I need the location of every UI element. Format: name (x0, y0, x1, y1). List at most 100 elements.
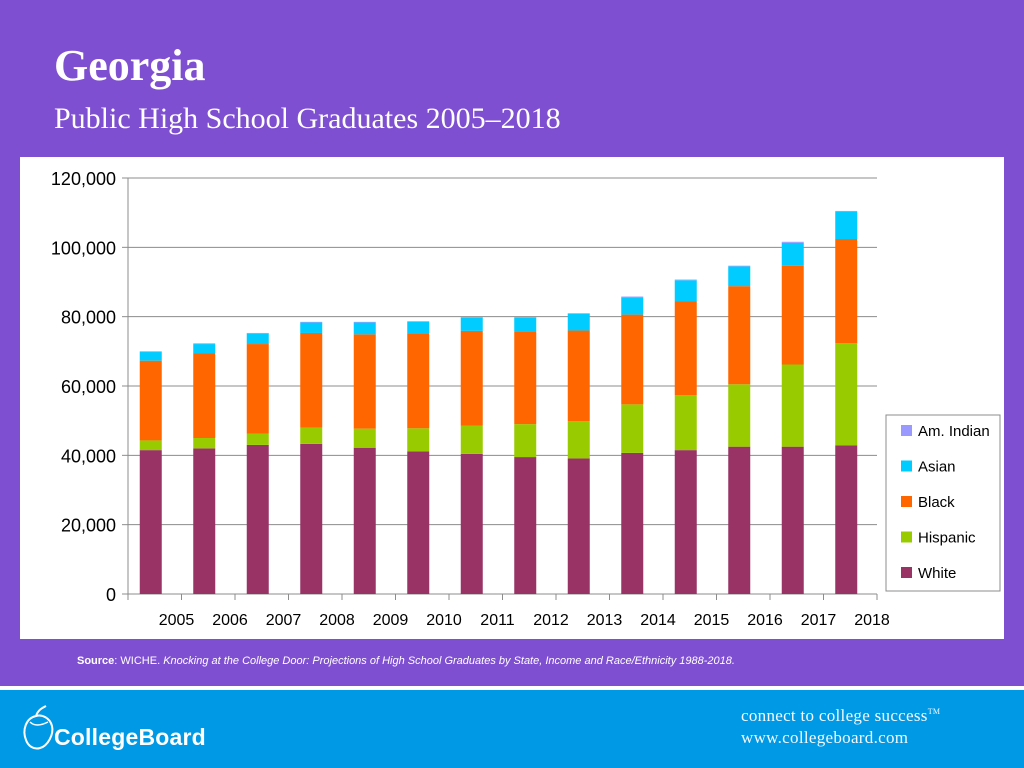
bar-white-2009 (353, 447, 376, 594)
bar-white-2016 (728, 446, 751, 594)
chart-panel: 0 20,000 40,000 60,000 80,000 100,000 120,000 2… (20, 157, 1004, 639)
bar-hispanic-2011 (460, 425, 483, 454)
legend-label: Hispanic (918, 530, 976, 547)
x-tick-label: 2016 (747, 612, 783, 629)
source-note: Source: WICHE. Knocking at the College D… (77, 655, 735, 667)
bar-hispanic-2005 (139, 440, 162, 451)
bar-hispanic-2012 (514, 424, 537, 458)
legend-label: White (918, 565, 956, 582)
legend-label: Asian (918, 459, 956, 476)
tagline: connect to college successTM www.college… (741, 705, 940, 749)
collegeboard-logo: CollegeBoard (20, 700, 220, 756)
x-tick-label: 2014 (640, 612, 676, 629)
y-tick-label: 20,000 (61, 516, 116, 536)
bar-hispanic-2010 (407, 428, 430, 452)
bar-am-indian-2006 (193, 343, 216, 345)
footer-divider (0, 686, 1024, 690)
bar-white-2010 (407, 451, 430, 594)
bar-black-2017 (781, 265, 804, 365)
bar-white-2007 (246, 444, 269, 594)
bar-white-2005 (139, 450, 162, 594)
bar-asian-2007 (246, 333, 269, 345)
bar-black-2005 (139, 360, 162, 441)
bar-black-2013 (567, 330, 590, 422)
bar-black-2007 (246, 344, 269, 434)
legend-label: Am. Indian (918, 423, 990, 440)
x-tick-label: 2015 (694, 612, 730, 629)
x-tick-label: 2005 (159, 612, 195, 629)
bar-am-indian-2012 (514, 317, 537, 318)
x-tick-label: 2013 (587, 612, 623, 629)
source-title: Knocking at the College Door: Projection… (163, 655, 735, 667)
bar-hispanic-2017 (781, 364, 804, 447)
bar-black-2012 (514, 331, 537, 425)
legend-swatch (901, 531, 912, 543)
x-tick-label: 2010 (426, 612, 462, 629)
legend-swatch (901, 567, 912, 578)
bar-hispanic-2008 (300, 427, 323, 444)
source-label: Source (77, 655, 115, 667)
bar-asian-2011 (460, 317, 483, 331)
bar-am-indian-2017 (781, 241, 804, 243)
brand-name: CollegeBoard (54, 724, 206, 750)
y-tick-label: 0 (106, 585, 116, 605)
bar-black-2018 (835, 239, 858, 344)
x-tick-label: 2009 (373, 612, 409, 629)
bar-hispanic-2013 (567, 421, 590, 459)
bar-black-2016 (728, 286, 751, 385)
bar-hispanic-2015 (674, 395, 697, 451)
bar-asian-2014 (621, 297, 644, 315)
bar-am-indian-2010 (407, 321, 430, 322)
stacked-bar-chart: 0 20,000 40,000 60,000 80,000 100,000 120,000 2… (51, 169, 1001, 629)
bar-hispanic-2009 (353, 428, 376, 448)
bar-asian-2008 (300, 322, 323, 333)
footer-bar: CollegeBoard connect to college successT… (0, 690, 1024, 768)
x-tick-label: 2011 (480, 612, 515, 629)
bar-am-indian-2007 (246, 332, 269, 334)
bar-hispanic-2018 (835, 343, 858, 446)
y-tick-label: 120,000 (51, 169, 116, 189)
bar-asian-2010 (407, 321, 430, 334)
slide-subtitle: Public High School Graduates 2005–2018 (54, 102, 561, 135)
source-text: : WICHE. (114, 655, 164, 667)
legend-label: Black (918, 494, 955, 511)
x-tick-label: 2006 (212, 612, 248, 629)
bar-am-indian-2018 (835, 210, 858, 212)
bar-black-2008 (300, 332, 323, 428)
bar-am-indian-2011 (460, 317, 483, 318)
bar-am-indian-2005 (139, 351, 162, 353)
trademark: TM (927, 707, 941, 716)
bar-asian-2015 (674, 280, 697, 302)
bar-am-indian-2013 (567, 313, 590, 314)
bar-black-2006 (193, 353, 216, 438)
bar-black-2015 (674, 301, 697, 396)
acorn-icon (23, 705, 54, 750)
y-tick-label: 40,000 (61, 446, 116, 466)
bar-black-2009 (353, 334, 376, 429)
bar-white-2011 (460, 453, 483, 594)
bar-asian-2006 (193, 344, 216, 354)
bar-white-2008 (300, 443, 323, 594)
bar-white-2012 (514, 457, 537, 594)
bar-black-2011 (460, 330, 483, 426)
x-tick-label: 2008 (319, 612, 355, 629)
bar-asian-2013 (567, 313, 590, 331)
bar-am-indian-2009 (353, 321, 376, 323)
bar-am-indian-2008 (300, 321, 323, 323)
x-tick-label: 2012 (533, 612, 569, 629)
x-tick-label: 2017 (801, 612, 837, 629)
legend-swatch (901, 496, 912, 507)
bar-white-2013 (567, 458, 590, 594)
bar-hispanic-2014 (621, 404, 644, 453)
bar-black-2010 (407, 334, 430, 429)
bar-white-2018 (835, 445, 858, 594)
tagline-line1: connect to college success (741, 706, 928, 725)
bar-asian-2005 (139, 352, 162, 361)
bar-white-2006 (193, 448, 216, 594)
bar-hispanic-2006 (193, 438, 216, 449)
bar-am-indian-2014 (621, 296, 644, 298)
bar-asian-2012 (514, 317, 537, 332)
bar-asian-2018 (835, 211, 858, 240)
y-tick-label: 80,000 (61, 308, 116, 328)
y-tick-label: 100,000 (51, 238, 116, 258)
